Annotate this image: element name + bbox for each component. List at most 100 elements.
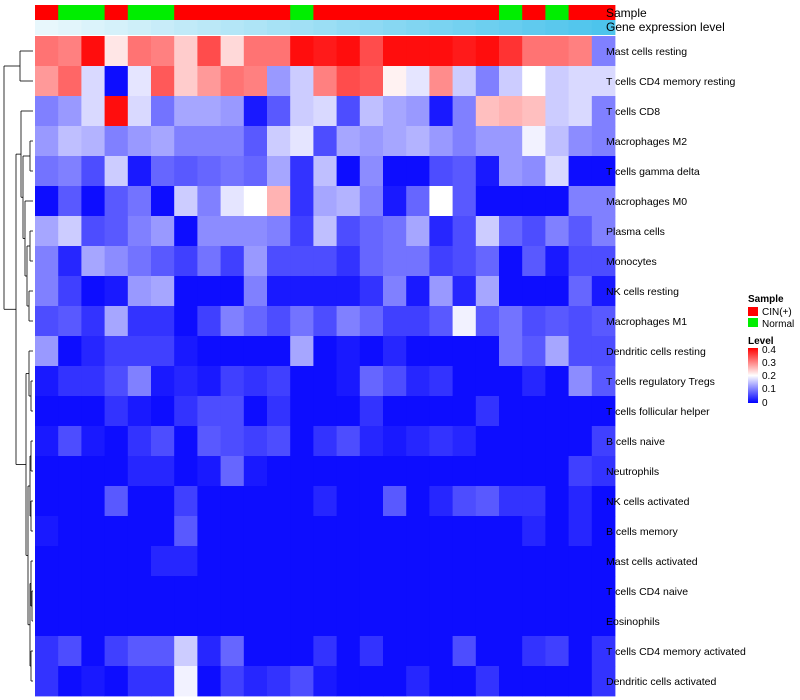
heatmap-cell [383,96,407,127]
heatmap-cell [336,426,361,457]
heatmap-cell [499,216,523,247]
heatmap-cell [591,636,616,667]
heatmap-cell [243,336,268,367]
heatmap-cell [406,366,430,397]
heatmap-cell [81,636,105,667]
heatmap-cell [452,126,477,157]
heatmap-cell [429,546,453,577]
heatmap-cell [290,306,314,337]
heatmap-cell [104,546,129,577]
sample-annotation-cell [243,5,268,20]
heatmap-cell [313,576,337,607]
heatmap-cell [452,546,477,577]
heatmap-cell [174,516,198,547]
heatmap-cell [290,576,314,607]
heatmap-cell [359,516,384,547]
heatmap-cell [568,366,593,397]
heatmap-cell [475,306,500,337]
heatmap-cell [591,336,616,367]
heatmap-cell [267,186,291,217]
heatmap-cell [243,666,268,697]
heatmap-cell [545,36,569,67]
heatmap-cell [35,366,59,397]
heatmap-cell [545,156,569,187]
heatmap-cell [197,126,221,157]
expression-annotation-cell [545,20,569,35]
heatmap-cell [127,396,152,427]
heatmap-cell [243,66,268,97]
heatmap-cell [243,306,268,337]
heatmap-cell [58,276,82,307]
heatmap-cell [545,366,569,397]
gene-expression-annotation-track [35,20,616,35]
heatmap-cell [81,456,105,487]
heatmap-cell [35,576,59,607]
heatmap-cell [35,486,59,517]
heatmap-cell [290,276,314,307]
heatmap-cell [568,666,593,697]
heatmap-cell [151,276,175,307]
heatmap-cell [127,276,152,307]
heatmap-cell [58,576,82,607]
heatmap-cell [151,456,175,487]
heatmap-cell [336,126,361,157]
heatmap-cell [359,246,384,277]
expression-annotation-cell [267,20,291,35]
sample-annotation-cell [406,5,430,20]
heatmap-cell [313,276,337,307]
heatmap-cell [452,66,477,97]
legend-level-colorbar [748,348,758,403]
heatmap-cell [475,516,500,547]
heatmap-cell [313,546,337,577]
heatmap-cell [429,336,453,367]
heatmap-cell [290,456,314,487]
heatmap-cell [35,216,59,247]
heatmap-cell [568,546,593,577]
row-label: T cells CD4 memory activated [606,646,746,658]
heatmap-cell [243,426,268,457]
expression-annotation-cell [243,20,268,35]
heatmap-cell [197,36,221,67]
heatmap-cell [151,216,175,247]
heatmap-cell [197,66,221,97]
heatmap-cell [475,636,500,667]
heatmap-cell [267,666,291,697]
heatmap-cell [591,306,616,337]
heatmap-cell [151,126,175,157]
heatmap-cell [197,336,221,367]
heatmap-cell [522,546,546,577]
heatmap-cell [383,606,407,637]
row-dendrogram [3,50,33,682]
heatmap-cell [313,366,337,397]
heatmap-cell [127,336,152,367]
heatmap-cell [336,186,361,217]
row-label: Mast cells activated [606,556,698,568]
heatmap-cell [313,306,337,337]
heatmap-cell [383,216,407,247]
heatmap-cell [336,246,361,277]
heatmap-cell [290,636,314,667]
heatmap-cell [313,126,337,157]
heatmap-cell [359,126,384,157]
heatmap-cell [35,156,59,187]
heatmap-cell [591,546,616,577]
row-label: Macrophages M2 [606,136,687,148]
heatmap-cell [591,216,616,247]
expression-annotation-cell [127,20,152,35]
heatmap-cell [174,246,198,277]
heatmap-cell [336,36,361,67]
row-label: Monocytes [606,256,657,268]
heatmap-cell [359,216,384,247]
heatmap-cell [406,606,430,637]
heatmap-cell [174,126,198,157]
heatmap-cell [452,396,477,427]
heatmap-cell [58,126,82,157]
heatmap-cell [499,276,523,307]
sample-annotation-cell [359,5,384,20]
heatmap-cell [406,576,430,607]
heatmap-cell [243,396,268,427]
sample-annotation-cell [220,5,245,20]
heatmap-cell [267,606,291,637]
heatmap-cell [243,276,268,307]
heatmap-cell [220,336,245,367]
